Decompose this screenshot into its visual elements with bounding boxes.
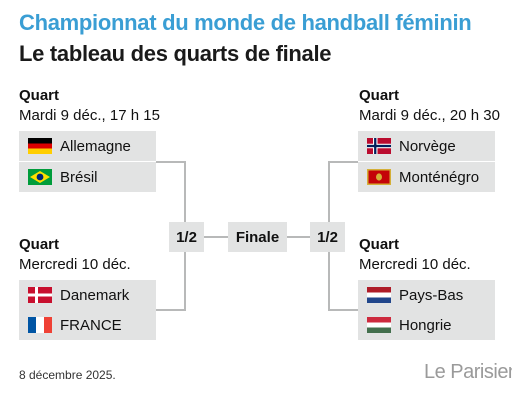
quarter-label: Quart [359,87,400,104]
quarter-label: Quart [19,87,60,104]
team-box-france: FRANCE [19,310,156,340]
team-box-hongrie: Hongrie [358,310,495,340]
le-parisien-logo: Le Parisien [424,361,512,383]
team-name: Norvège [399,137,456,155]
quarter-date: Mercredi 10 déc. [359,256,471,273]
team-box-bresil: Brésil [19,162,156,192]
connector-line [203,236,229,238]
connector-line [156,161,186,163]
quarter-date: Mardi 9 déc., 20 h 30 [359,107,500,124]
quarter-label: Quart [19,236,60,253]
quarter-date: Mardi 9 déc., 17 h 15 [19,107,160,124]
team-box-pays-bas: Pays-Bas [358,280,495,310]
team-name: FRANCE [60,316,122,334]
team-box-norvege: Norvège [358,131,495,161]
connector-line [184,252,186,311]
quarter-date: Mercredi 10 déc. [19,256,131,273]
team-name: Danemark [60,286,130,304]
connector-line [328,161,358,163]
montenegro-flag [367,169,391,185]
norway-flag [367,138,391,154]
team-name: Brésil [60,168,98,186]
germany-flag [28,138,52,154]
team-name: Monténégro [399,168,480,186]
connector-line [184,161,186,225]
connector-line [287,236,311,238]
brazil-flag [28,169,52,185]
france-flag [28,317,52,333]
page-subtitle: Le tableau des quarts de finale [19,41,332,66]
footer-date: 8 décembre 2025. [19,368,116,382]
team-box-allemagne: Allemagne [19,131,156,161]
connector-line [328,252,330,311]
final-box: Finale [228,222,287,252]
team-name: Pays-Bas [399,286,464,304]
hungary-flag [367,317,391,333]
team-name: Allemagne [60,137,131,155]
team-box-danemark: Danemark [19,280,156,310]
denmark-flag [28,287,52,303]
connector-line [328,161,330,225]
connector-line [328,309,358,311]
semifinal-left-box: 1/2 [169,222,204,252]
netherlands-flag [367,287,391,303]
team-name: Hongrie [399,316,452,334]
team-box-montenegro: Monténégro [358,162,495,192]
connector-line [156,309,186,311]
page-title: Championnat du monde de handball féminin [19,10,472,35]
quarter-label: Quart [359,236,400,253]
semifinal-right-box: 1/2 [310,222,345,252]
